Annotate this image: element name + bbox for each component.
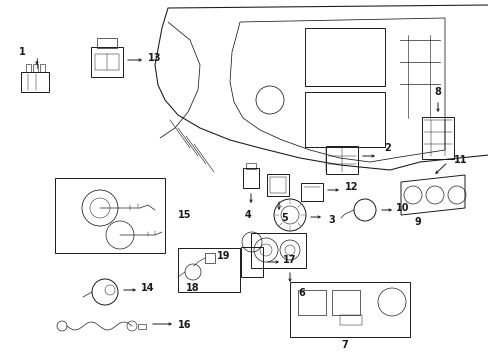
Bar [305, 28, 384, 86]
Bar [421, 117, 453, 159]
Bar [55, 178, 164, 253]
Bar [297, 290, 325, 315]
Text: 1: 1 [19, 47, 25, 57]
Bar [269, 177, 285, 193]
Text: 2: 2 [384, 143, 390, 153]
Bar [97, 38, 117, 48]
Bar [266, 174, 288, 196]
Text: 3: 3 [328, 215, 335, 225]
Text: 18: 18 [186, 283, 200, 293]
Bar [305, 92, 384, 147]
Bar [331, 290, 359, 315]
Bar [243, 168, 259, 188]
Text: 5: 5 [281, 213, 288, 223]
Text: 12: 12 [345, 182, 358, 192]
Text: 14: 14 [141, 283, 154, 293]
Bar [91, 47, 123, 77]
Text: 15: 15 [178, 210, 191, 220]
Bar [245, 163, 256, 169]
Bar [33, 64, 38, 72]
Text: 17: 17 [283, 255, 296, 265]
Bar [26, 64, 31, 72]
Text: 6: 6 [298, 288, 305, 298]
Text: 11: 11 [453, 155, 467, 165]
Text: 8: 8 [434, 87, 441, 97]
Bar [40, 64, 45, 72]
Text: 9: 9 [414, 217, 421, 227]
Bar [21, 72, 49, 92]
Bar [138, 324, 146, 328]
Text: 7: 7 [341, 340, 347, 350]
Bar [301, 183, 323, 201]
Text: 4: 4 [244, 210, 251, 220]
Bar [325, 146, 357, 174]
Text: 10: 10 [395, 203, 409, 213]
Bar [178, 248, 240, 292]
Text: 16: 16 [178, 320, 191, 330]
Bar [241, 247, 263, 277]
Bar [95, 54, 119, 70]
Bar [204, 253, 215, 263]
Bar [339, 315, 361, 325]
Bar [289, 282, 409, 337]
Text: 13: 13 [148, 53, 162, 63]
Text: 19: 19 [217, 251, 230, 261]
Bar [250, 233, 305, 267]
